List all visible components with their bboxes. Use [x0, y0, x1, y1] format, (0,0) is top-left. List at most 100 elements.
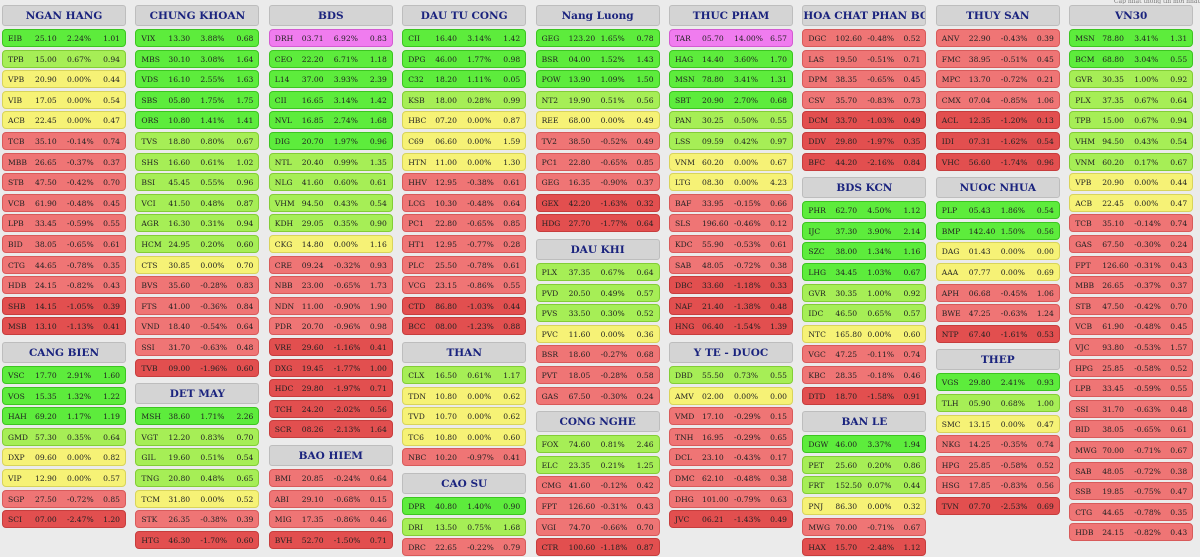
stock-row[interactable]: SHB 14.15 -1.05% 0.39 [2, 296, 126, 315]
stock-row[interactable]: HSG 17.85 -0.83% 0.56 [935, 476, 1060, 495]
stock-row[interactable]: VCI 41.50 0.48% 0.87 [135, 193, 260, 212]
stock-row[interactable]: BVH 52.70 -1.50% 0.71 [268, 530, 393, 549]
stock-row[interactable]: HNG 06.40 -1.54% 1.39 [669, 317, 793, 336]
stock-row[interactable]: BVS 35.60 -0.28% 0.83 [135, 276, 260, 295]
stock-row[interactable]: DXG 19.45 -1.77% 1.00 [268, 358, 393, 377]
stock-row[interactable]: LSS 09.59 0.42% 0.97 [669, 132, 793, 150]
stock-row[interactable]: DIG 20.70 1.97% 0.96 [268, 132, 393, 150]
stock-row[interactable]: SMC 13.15 0.00% 0.47 [935, 414, 1060, 433]
stock-row[interactable]: NDN 11.00 -0.90% 1.90 [268, 296, 393, 315]
stock-row[interactable]: MBB 26.65 -0.37% 0.37 [2, 152, 126, 171]
stock-row[interactable]: PLX 37.35 0.67% 0.64 [535, 263, 660, 281]
sector-header[interactable]: VN30 [1069, 5, 1194, 26]
stock-row[interactable]: ELC 23.35 0.21% 1.25 [535, 455, 660, 474]
stock-row[interactable]: HAG 14.40 3.60% 1.70 [669, 49, 793, 68]
stock-row[interactable]: DXP 09.60 0.00% 0.82 [2, 448, 126, 467]
stock-row[interactable]: TVD 10.70 0.00% 0.62 [402, 407, 527, 426]
stock-row[interactable]: DMC 62.10 -0.48% 0.38 [669, 469, 793, 487]
stock-row[interactable]: HTG 46.30 -1.70% 0.60 [135, 530, 260, 549]
stock-row[interactable]: DPG 46.00 1.77% 0.98 [402, 49, 527, 68]
stock-row[interactable]: PLX 37.35 0.67% 0.64 [1069, 90, 1194, 109]
stock-row[interactable]: TVS 18.80 0.80% 0.67 [135, 132, 260, 150]
sector-header[interactable]: CANG BIEN [2, 342, 126, 363]
stock-row[interactable]: DPR 40.80 1.40% 0.90 [402, 497, 527, 515]
stock-row[interactable]: VPB 20.90 0.00% 0.44 [2, 70, 126, 89]
stock-row[interactable]: VMD 17.10 -0.29% 0.15 [669, 407, 793, 426]
stock-row[interactable]: PVC 11.60 0.00% 0.36 [535, 324, 660, 343]
sector-header[interactable]: NGAN HANG [2, 5, 126, 26]
stock-row[interactable]: MWG 70.00 -0.71% 0.67 [802, 517, 927, 536]
stock-row[interactable]: HDG 27.70 -1.77% 0.64 [535, 214, 660, 233]
stock-row[interactable]: HBC 07.20 0.00% 0.87 [402, 111, 527, 130]
stock-row[interactable]: SAB 48.05 -0.72% 0.38 [669, 255, 793, 274]
stock-row[interactable]: CTG 44.65 -0.78% 0.35 [1069, 502, 1194, 521]
stock-row[interactable]: LTG 08.30 0.00% 4.23 [669, 173, 793, 192]
stock-row[interactable]: LHG 34.45 1.03% 0.67 [802, 263, 927, 281]
stock-row[interactable]: NLG 41.60 0.60% 0.61 [268, 173, 393, 192]
stock-row[interactable]: FPT 126.60 -0.31% 0.43 [1069, 255, 1194, 274]
stock-row[interactable]: SBS 05.80 1.75% 1.75 [135, 90, 260, 109]
stock-row[interactable]: VIP 12.90 0.00% 0.57 [2, 469, 126, 487]
stock-row[interactable]: POW 13.90 1.09% 1.50 [535, 70, 660, 89]
stock-row[interactable]: NTC 165.80 0.00% 0.60 [802, 324, 927, 343]
stock-row[interactable]: CTG 44.65 -0.78% 0.35 [2, 255, 126, 274]
stock-row[interactable]: FPT 126.60 -0.31% 0.43 [535, 497, 660, 515]
stock-row[interactable]: SZC 38.00 1.34% 1.16 [802, 242, 927, 261]
stock-row[interactable]: STB 47.50 -0.42% 0.70 [1069, 296, 1194, 315]
stock-row[interactable]: L14 37.00 3.93% 2.39 [268, 70, 393, 89]
stock-row[interactable]: DCM 33.70 -1.03% 0.49 [802, 111, 927, 130]
sector-header[interactable]: THEP [935, 349, 1060, 371]
stock-row[interactable]: TCB 35.10 -0.14% 0.74 [1069, 214, 1194, 233]
stock-row[interactable]: APH 06.68 -0.45% 1.06 [935, 283, 1060, 302]
stock-row[interactable]: EIB 25.10 2.24% 1.01 [2, 29, 126, 47]
stock-row[interactable]: HDB 24.15 -0.82% 0.43 [1069, 523, 1194, 542]
stock-row[interactable]: BMP 142.40 1.50% 0.56 [935, 221, 1060, 240]
stock-row[interactable]: HDB 24.15 -0.82% 0.43 [2, 276, 126, 295]
stock-row[interactable]: AAA 07.77 0.00% 0.69 [935, 263, 1060, 281]
stock-row[interactable]: IDI 07.31 -1.62% 0.54 [935, 132, 1060, 150]
stock-row[interactable]: NVL 16.85 2.74% 1.68 [268, 111, 393, 130]
stock-row[interactable]: GVR 30.35 1.00% 0.92 [802, 283, 927, 302]
stock-row[interactable]: HCM 24.95 0.20% 0.60 [135, 235, 260, 253]
sector-header[interactable]: THUC PHAM [669, 5, 793, 26]
stock-row[interactable]: GEG 123.20 1.65% 0.78 [535, 29, 660, 47]
stock-row[interactable]: KSB 18.00 0.28% 0.99 [402, 90, 527, 109]
stock-row[interactable]: DGC 102.60 -0.48% 0.52 [802, 29, 927, 47]
stock-row[interactable]: JVC 06.21 -1.43% 0.49 [669, 510, 793, 529]
sector-header[interactable]: Nang Luong [535, 5, 660, 26]
stock-row[interactable]: CMX 07.04 -0.85% 1.06 [935, 90, 1060, 109]
stock-row[interactable]: BSR 18.60 -0.27% 0.68 [535, 345, 660, 364]
sector-header[interactable]: THAN [402, 342, 527, 363]
stock-row[interactable]: MBS 30.10 3.08% 1.64 [135, 49, 260, 68]
stock-row[interactable]: BAF 33.95 -0.15% 0.66 [669, 193, 793, 212]
stock-row[interactable]: GAS 67.50 -0.30% 0.24 [1069, 235, 1194, 253]
stock-row[interactable]: VPB 20.90 0.00% 0.44 [1069, 173, 1194, 192]
stock-row[interactable]: NTP 67.40 -1.61% 0.53 [935, 324, 1060, 343]
stock-row[interactable]: SLS 196.60 -0.46% 0.12 [669, 214, 793, 233]
stock-row[interactable]: MSN 78.80 3.41% 1.31 [1069, 29, 1194, 47]
stock-row[interactable]: CLX 16.50 0.61% 1.17 [402, 366, 527, 384]
stock-row[interactable]: STK 26.35 -0.38% 0.39 [135, 510, 260, 529]
stock-row[interactable]: GMD 57.30 0.35% 0.64 [2, 427, 126, 446]
stock-row[interactable]: IJC 37.30 3.90% 2.14 [802, 221, 927, 240]
stock-row[interactable]: PC1 22.80 -0.65% 0.85 [402, 214, 527, 233]
stock-row[interactable]: MSH 38.60 1.71% 2.26 [135, 407, 260, 426]
stock-row[interactable]: PET 25.60 0.20% 0.86 [802, 455, 927, 474]
sector-header[interactable]: BAO HIEM [268, 445, 393, 466]
stock-row[interactable]: VGS 29.80 2.41% 0.93 [935, 373, 1060, 392]
stock-row[interactable]: FRT 152.50 0.07% 0.44 [802, 476, 927, 495]
sector-header[interactable]: HOA CHAT PHAN BON [802, 5, 927, 26]
stock-row[interactable]: STB 47.50 -0.42% 0.70 [2, 173, 126, 192]
stock-row[interactable]: VSC 17.70 2.91% 1.60 [2, 366, 126, 384]
stock-row[interactable]: GIL 19.60 0.51% 0.54 [135, 448, 260, 467]
stock-row[interactable]: DAG 01.43 0.00% 0.00 [935, 242, 1060, 261]
stock-row[interactable]: SCI 07.00 -2.47% 1.20 [2, 510, 126, 529]
stock-row[interactable]: AGR 16.30 0.31% 0.94 [135, 214, 260, 233]
stock-row[interactable]: ACB 22.45 0.00% 0.47 [2, 111, 126, 130]
stock-row[interactable]: BID 38.05 -0.65% 0.61 [2, 235, 126, 253]
stock-row[interactable]: LAS 19.50 -0.51% 0.71 [802, 49, 927, 68]
stock-row[interactable]: SSB 19.85 -0.75% 0.47 [1069, 482, 1194, 501]
stock-row[interactable]: GAS 67.50 -0.30% 0.24 [535, 386, 660, 405]
stock-row[interactable]: VGC 47.25 -0.11% 0.74 [802, 345, 927, 364]
stock-row[interactable]: PHR 62.70 4.50% 1.12 [802, 201, 927, 220]
